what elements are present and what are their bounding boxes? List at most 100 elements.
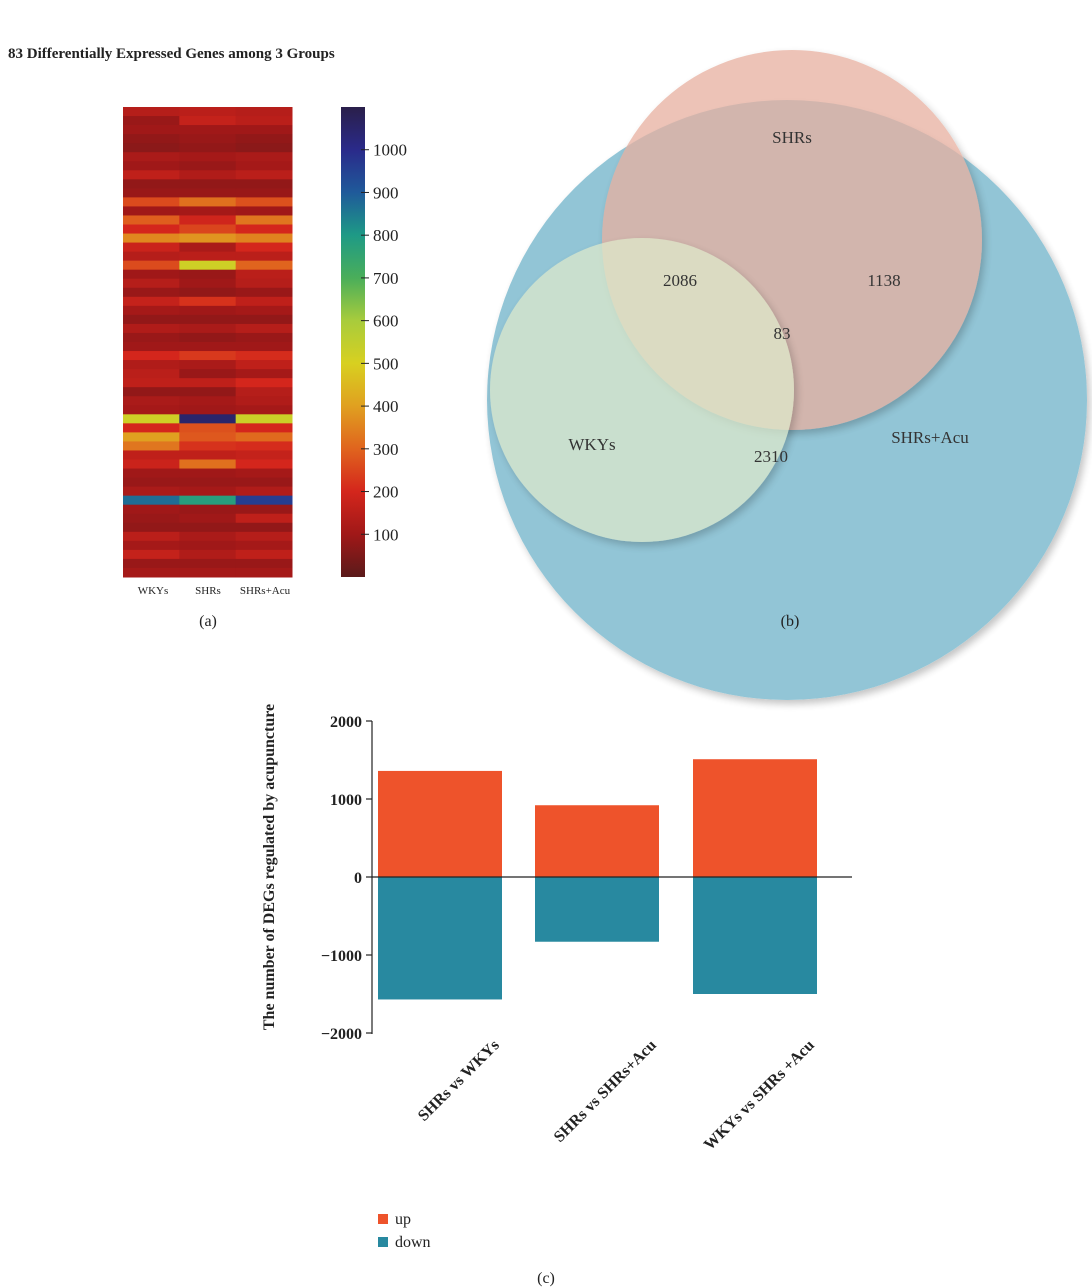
heatmap-cell <box>235 305 293 316</box>
heatmap-cell <box>123 360 180 370</box>
heatmap-cell <box>123 540 180 551</box>
heatmap-cell <box>235 531 293 542</box>
heatmap-cell <box>179 179 237 189</box>
heatmap-cell <box>179 170 237 180</box>
heatmap-cell <box>235 369 293 379</box>
heatmap-cell <box>123 260 180 271</box>
bar-y-tick-label: 2000 <box>330 714 362 731</box>
colorbar-tick-label: 200 <box>373 483 399 502</box>
colorbar-tick-label: 600 <box>373 312 399 331</box>
colorbar-tick-label: 1000 <box>373 141 407 160</box>
bar-x-labels: SHRs vs WKYs SHRs vs SHRs+Acu WKYs vs SHRs… <box>415 1037 818 1154</box>
heatmap-cell <box>123 188 180 198</box>
heatmap-cell <box>235 441 293 451</box>
heatmap-cell <box>123 477 180 488</box>
bar-x-tick-label: WKYs vs SHRs +Acu <box>701 1037 818 1154</box>
heatmap-cell <box>179 540 237 551</box>
bar-down <box>693 877 817 994</box>
heatmap-cell <box>179 125 237 135</box>
colorbar-tick-label: 500 <box>373 354 399 373</box>
heatmap-cell <box>179 378 237 388</box>
heatmap-cell <box>179 323 237 334</box>
heatmap-cell <box>123 323 180 334</box>
heatmap-cell <box>179 224 237 235</box>
bar-panel: The number of DEGs regulated by acupunct… <box>261 704 852 1287</box>
heatmap-cell <box>235 269 293 280</box>
bar-y-tick-label: −2000 <box>321 1026 362 1043</box>
heatmap-cell <box>179 432 237 442</box>
bar-y-tick-label: 1000 <box>330 792 362 809</box>
heatmap-cell <box>123 206 180 216</box>
heatmap-cell <box>123 378 180 388</box>
heatmap-cell <box>235 116 293 126</box>
heatmap-cell <box>123 242 180 253</box>
heatmap-cell <box>123 405 180 415</box>
venn-value-all: 83 <box>774 324 791 343</box>
heatmap-cell <box>235 152 293 162</box>
heatmap-cell <box>123 459 180 470</box>
heatmap-cell <box>235 549 293 560</box>
heatmap-cell <box>179 405 237 415</box>
heatmap-cell <box>235 260 293 271</box>
panel-label-a: (a) <box>199 613 217 630</box>
heatmap-cell <box>123 332 180 343</box>
heatmap-cell <box>235 170 293 180</box>
heatmap-cell <box>123 314 180 325</box>
heatmap-cell <box>123 549 180 560</box>
heatmap-cell <box>123 215 180 225</box>
heatmap-cell <box>235 450 293 460</box>
heatmap-cell <box>235 278 293 289</box>
heatmap-cell <box>123 396 180 406</box>
heatmap-cell <box>123 513 180 524</box>
heatmap-cell <box>179 531 237 542</box>
heatmap-cell <box>179 549 237 560</box>
heatmap-cell <box>123 450 180 460</box>
legend-swatch-up <box>378 1214 388 1224</box>
heatmap-cell <box>123 170 180 180</box>
heatmap-cell <box>235 504 293 515</box>
heatmap-cell <box>179 134 237 144</box>
heatmap-cell <box>179 360 237 370</box>
colorbar <box>341 107 365 577</box>
heatmap-cell <box>123 432 180 442</box>
heatmap-cell <box>123 197 180 207</box>
heatmap-cell <box>179 351 237 361</box>
heatmap-cell <box>179 558 237 569</box>
bar-y-tick-label: −1000 <box>321 948 362 965</box>
heatmap-cell <box>235 287 293 298</box>
heatmap-cell <box>123 278 180 289</box>
heatmap-cell <box>123 486 180 497</box>
heatmap-cell <box>123 531 180 542</box>
heatmap-cell <box>179 459 237 470</box>
heatmap-cell <box>235 242 293 253</box>
heatmap-cell <box>179 396 237 406</box>
heatmap-cell <box>179 495 237 506</box>
heatmap-cell <box>123 224 180 235</box>
heatmap-cell <box>235 432 293 442</box>
heatmap-cell <box>179 188 237 198</box>
heatmap-cell <box>179 242 237 253</box>
colorbar-tick-label: 300 <box>373 440 399 459</box>
heatmap-cell <box>123 233 180 244</box>
heatmap-cell <box>235 206 293 216</box>
heatmap-cell <box>235 513 293 524</box>
heatmap-cell <box>123 107 180 117</box>
bar-up <box>378 770 502 877</box>
heatmap-cell <box>179 143 237 153</box>
heatmap-cell <box>235 125 293 135</box>
heatmap-cell <box>179 296 237 307</box>
heatmap-cell <box>179 477 237 488</box>
heatmap-cell <box>123 305 180 316</box>
heatmap-cell <box>123 287 180 298</box>
heatmap-cell <box>235 188 293 198</box>
heatmap-cell <box>123 387 180 397</box>
heatmap-cell <box>235 459 293 470</box>
heatmap-column-labels: WKYs SHRs SHRs+Acu <box>138 585 291 597</box>
heatmap-cell <box>123 269 180 280</box>
heatmap-col-label: WKYs <box>138 585 169 597</box>
heatmap-cell <box>235 233 293 244</box>
heatmap-cell <box>235 378 293 388</box>
panel-label-c: (c) <box>537 1270 555 1287</box>
heatmap-cells <box>123 107 293 578</box>
heatmap-cell <box>179 152 237 162</box>
